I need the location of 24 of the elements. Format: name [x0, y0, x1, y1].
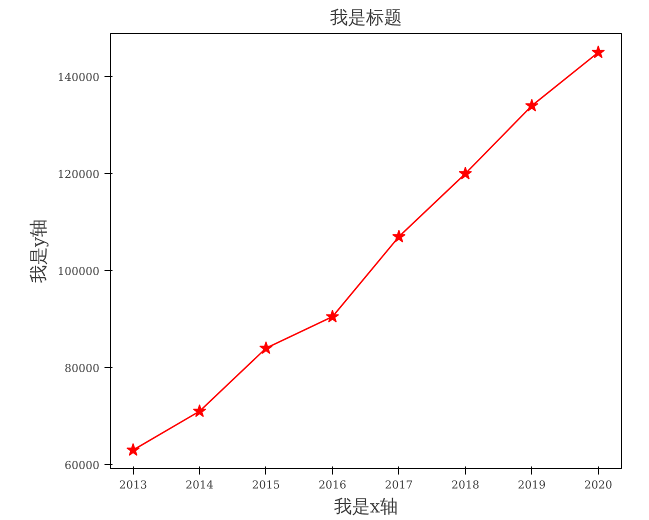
- point: [525, 98, 538, 112]
- point: [192, 404, 206, 418]
- y-tick-label: 100000: [58, 265, 100, 278]
- x-tick-label: 2019: [518, 478, 546, 492]
- y-tick-label: 140000: [58, 71, 100, 84]
- y-tick-label: 120000: [58, 168, 100, 182]
- y-tick-label: 80000: [64, 362, 100, 376]
- point: [326, 310, 340, 322]
- x-tick-label: 2020: [584, 478, 612, 492]
- x-tick-label: 2017: [384, 478, 413, 492]
- y-axis-title: 我是y轴: [28, 218, 50, 284]
- point: [592, 45, 605, 58]
- x-tick-label: 2016: [318, 478, 346, 492]
- x-tick-label: 2014: [186, 478, 214, 492]
- chart-title: 我是标题: [330, 8, 402, 28]
- point: [458, 166, 472, 180]
- x-tick-label: 2013: [119, 478, 148, 492]
- x-tick-label: 2018: [451, 478, 480, 492]
- x-axis-title: 我是x轴: [334, 496, 398, 518]
- point: [392, 230, 406, 242]
- x-tick-label: 2015: [252, 478, 280, 492]
- point: [126, 443, 140, 456]
- point: [259, 341, 273, 354]
- y-tick-label: 60000: [64, 459, 100, 472]
